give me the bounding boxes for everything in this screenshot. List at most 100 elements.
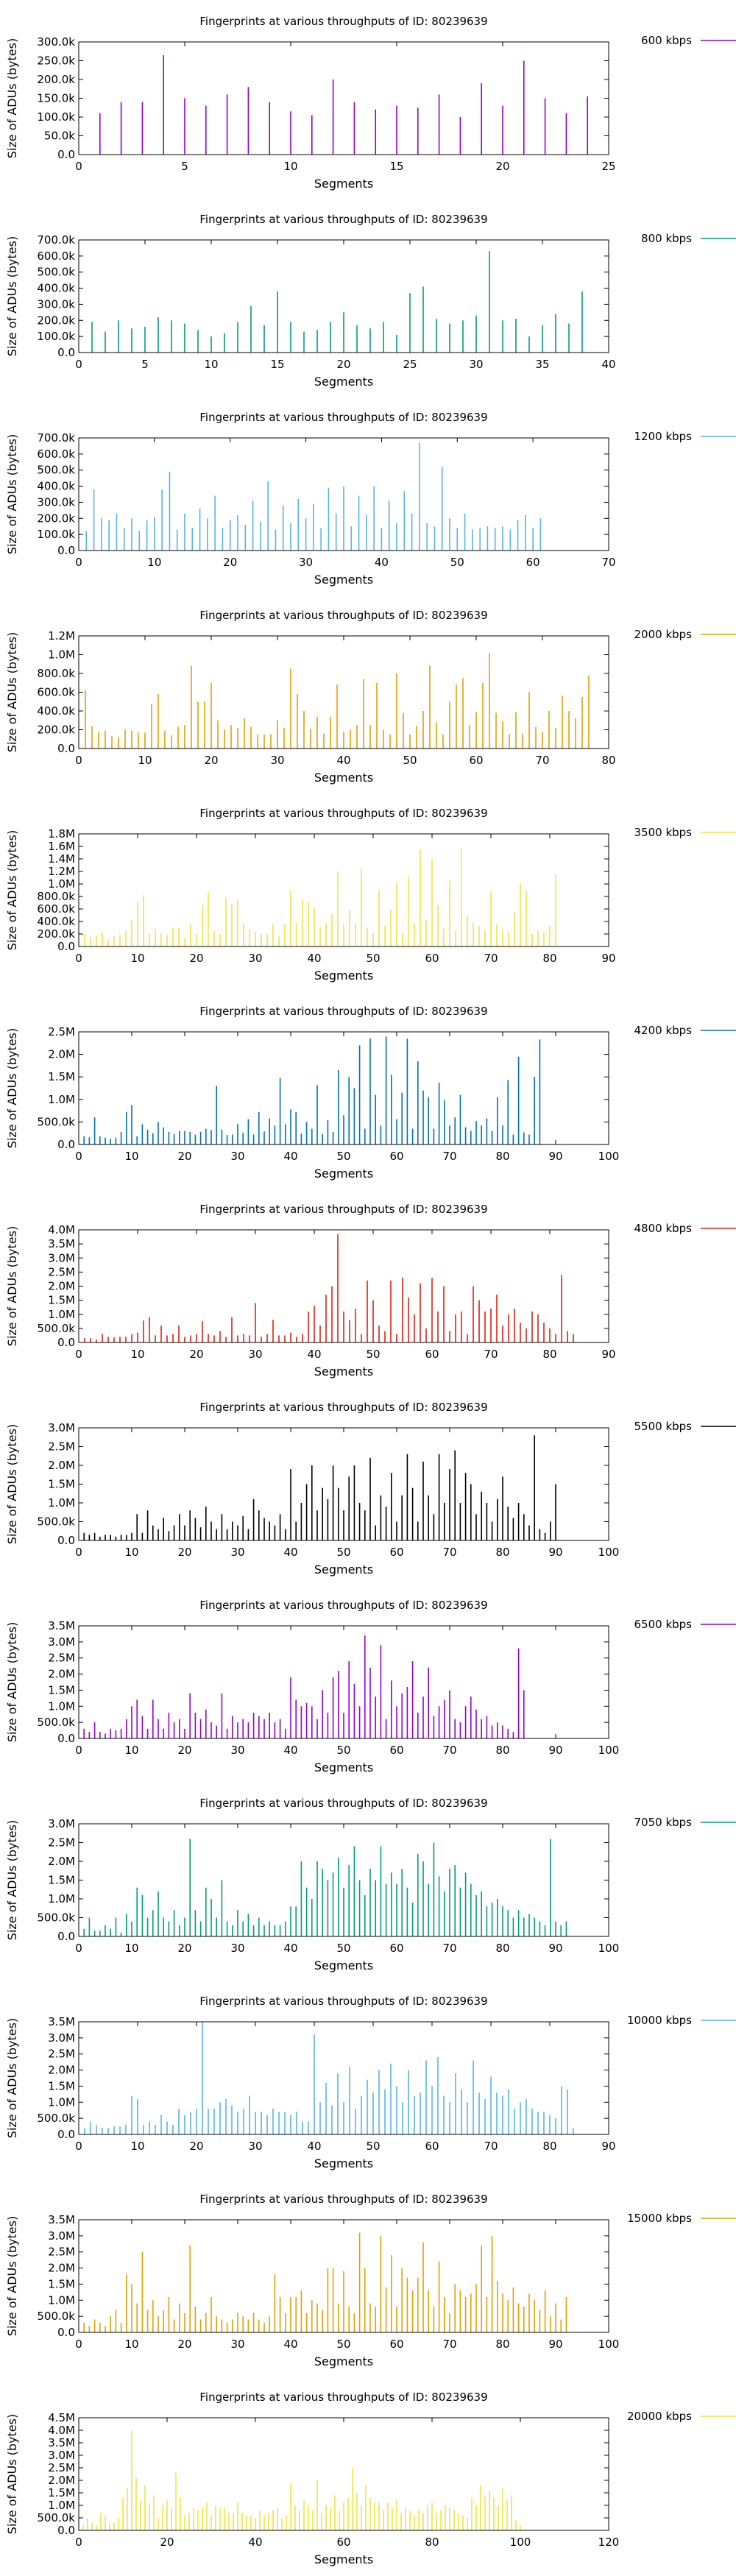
y-tick-label: 2.0M — [48, 1048, 75, 1061]
x-tick-label: 60 — [425, 952, 439, 965]
y-tick-label: 500.0k — [37, 464, 75, 477]
y-tick-label: 3.5M — [48, 2015, 75, 2028]
y-axis-label: Size of ADUs (bytes) — [5, 38, 19, 158]
x-tick-label: 50 — [336, 2338, 350, 2351]
y-axis-label: Size of ADUs (bytes) — [5, 1622, 19, 1742]
y-tick-label: 500.0k — [37, 2310, 75, 2323]
chart-title: Fingerprints at various throughputs of I… — [199, 609, 487, 622]
plot-border — [78, 635, 609, 749]
y-tick-label: 500.0k — [37, 1322, 75, 1335]
x-tick-label: 0 — [75, 2338, 82, 2351]
y-tick-label: 1.2M — [48, 865, 75, 878]
y-tick-label: 0.0 — [57, 148, 75, 161]
x-tick-label: 0 — [75, 952, 82, 965]
chart-title: Fingerprints at various throughputs of I… — [199, 1005, 487, 1018]
plot-border — [78, 1031, 609, 1145]
y-tick-label: 400.0k — [37, 915, 75, 928]
plot-border — [78, 1625, 609, 1739]
legend-label: 5500 kbps — [634, 1420, 693, 1433]
x-tick-label: 15 — [270, 358, 284, 371]
legend-label: 3500 kbps — [634, 826, 693, 839]
x-tick-label: 60 — [389, 2338, 403, 2351]
x-tick-label: 50 — [336, 1546, 350, 1559]
chart-6: Fingerprints at various throughputs of I… — [5, 1203, 736, 1379]
chart-title: Fingerprints at various throughputs of I… — [199, 2193, 487, 2206]
plot-border — [78, 437, 609, 551]
x-tick-label: 30 — [248, 1348, 262, 1361]
x-tick-label: 70 — [442, 1150, 456, 1163]
legend-label: 800 kbps — [641, 232, 692, 245]
x-tick-label: 20 — [223, 556, 237, 569]
chart-2: Fingerprints at various throughputs of I… — [5, 411, 736, 587]
x-tick-label: 40 — [248, 2536, 262, 2549]
x-tick-label: 10 — [204, 358, 218, 371]
x-axis-label: Segments — [314, 1167, 373, 1181]
x-tick-label: 70 — [484, 952, 498, 965]
x-tick-label: 70 — [535, 754, 549, 767]
x-tick-label: 30 — [230, 2338, 244, 2351]
y-tick-label: 1.6M — [48, 840, 75, 853]
y-tick-label: 0.0 — [57, 2128, 75, 2141]
x-tick-label: 60 — [389, 1744, 403, 1757]
x-tick-label: 10 — [124, 1744, 138, 1757]
y-tick-label: 200.0k — [37, 723, 75, 737]
y-tick-label: 200.0k — [37, 927, 75, 941]
x-tick-label: 25 — [601, 160, 615, 173]
x-axis-label: Segments — [314, 573, 373, 587]
y-tick-label: 1.0M — [48, 648, 75, 662]
y-tick-label: 0.0 — [57, 1534, 75, 1547]
y-tick-label: 1.0M — [48, 877, 75, 891]
x-tick-label: 80 — [542, 952, 556, 965]
y-tick-label: 200.0k — [37, 73, 75, 86]
x-tick-label: 40 — [307, 2140, 321, 2153]
x-tick-label: 100 — [598, 2338, 620, 2351]
x-tick-label: 30 — [230, 1546, 244, 1559]
x-tick-label: 50 — [336, 1150, 350, 1163]
y-tick-label: 0.0 — [57, 742, 75, 755]
y-tick-label: 1.5M — [48, 1294, 75, 1307]
x-tick-label: 20 — [189, 2140, 203, 2153]
y-tick-label: 2.5M — [48, 1652, 75, 1665]
y-axis-label: Size of ADUs (bytes) — [5, 1226, 19, 1346]
x-tick-label: 10 — [147, 556, 161, 569]
x-tick-label: 90 — [548, 1150, 562, 1163]
x-tick-label: 90 — [601, 952, 615, 965]
x-tick-label: 30 — [230, 1150, 244, 1163]
plot-border — [78, 1427, 609, 1541]
x-tick-label: 0 — [75, 556, 82, 569]
x-tick-label: 60 — [389, 1546, 403, 1559]
y-axis-label: Size of ADUs (bytes) — [5, 632, 19, 752]
y-tick-label: 700.0k — [37, 233, 75, 247]
x-tick-label: 100 — [598, 1942, 620, 1955]
x-tick-label: 0 — [75, 1150, 82, 1163]
x-tick-label: 60 — [336, 2536, 350, 2549]
x-tick-label: 50 — [336, 1744, 350, 1757]
y-tick-label: 0.0 — [57, 2524, 75, 2537]
y-tick-label: 3.0M — [48, 1421, 75, 1434]
y-tick-label: 100.0k — [37, 528, 75, 541]
x-tick-label: 0 — [75, 160, 82, 173]
x-tick-label: 90 — [548, 1744, 562, 1757]
legend-label: 20000 kbps — [627, 2410, 692, 2423]
y-tick-label: 500.0k — [37, 1115, 75, 1128]
x-axis-label: Segments — [314, 2354, 373, 2368]
y-tick-label: 400.0k — [37, 480, 75, 493]
x-tick-label: 35 — [535, 358, 549, 371]
x-tick-label: 10 — [124, 1150, 138, 1163]
y-axis-label: Size of ADUs (bytes) — [5, 1424, 19, 1544]
y-tick-label: 4.0M — [48, 2424, 75, 2437]
x-tick-label: 50 — [336, 1942, 350, 1955]
x-tick-label: 50 — [366, 2140, 380, 2153]
y-tick-label: 0.0 — [57, 940, 75, 953]
x-tick-label: 100 — [598, 1744, 620, 1757]
y-tick-label: 500.0k — [37, 266, 75, 279]
legend-label: 7050 kbps — [634, 1816, 693, 1829]
x-tick-label: 90 — [548, 1942, 562, 1955]
chart-5: Fingerprints at various throughputs of I… — [5, 1005, 736, 1181]
y-tick-label: 3.0M — [48, 2449, 75, 2462]
x-tick-label: 20 — [177, 1744, 191, 1757]
y-tick-label: 1.5M — [48, 1683, 75, 1696]
x-tick-label: 80 — [495, 1150, 509, 1163]
y-axis-label: Size of ADUs (bytes) — [5, 1820, 19, 1940]
x-tick-label: 0 — [75, 1942, 82, 1955]
